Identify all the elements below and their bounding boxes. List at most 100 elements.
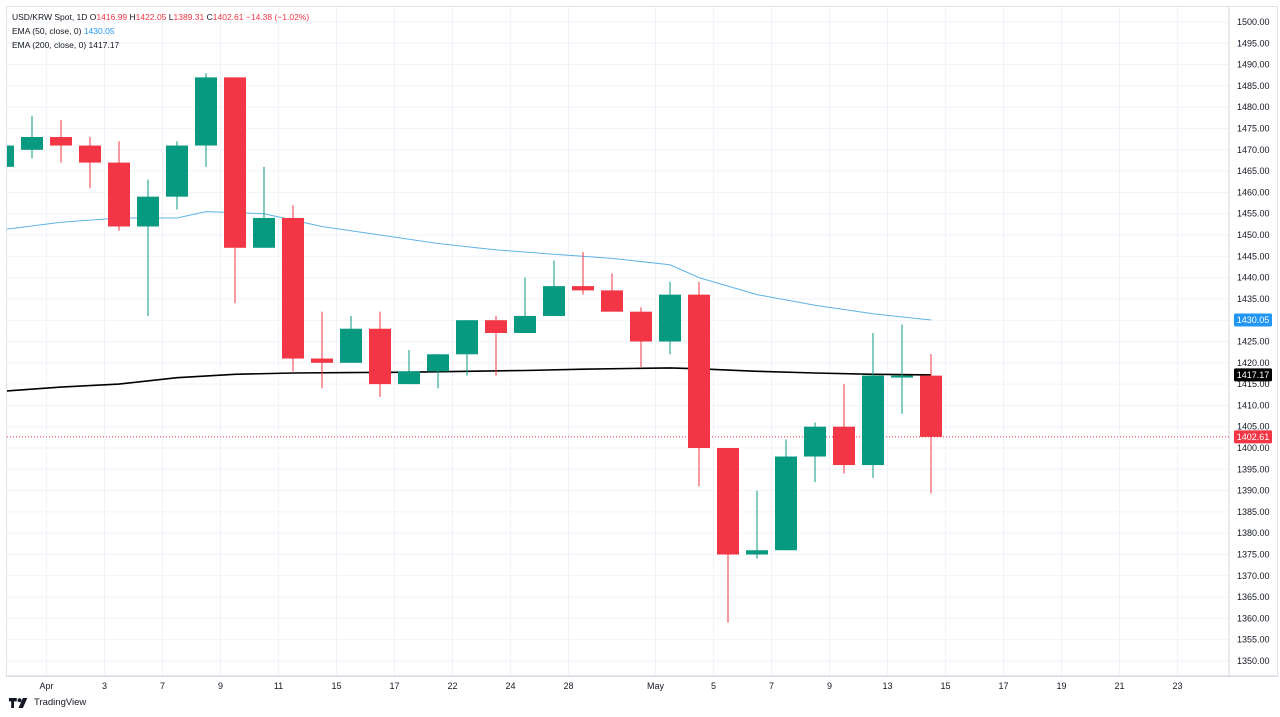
legend-ema200-row[interactable]: EMA (200, close, 0) 1417.17 — [12, 38, 309, 52]
candle[interactable] — [79, 137, 101, 189]
legend-high-label: H — [129, 12, 136, 22]
tradingview-attribution[interactable]: TradingView — [8, 697, 86, 708]
candle-body — [891, 375, 913, 378]
candle-body — [630, 311, 652, 342]
chart-legend: USD/KRW Spot, 1D O1416.99 H1422.05 L1389… — [12, 10, 309, 52]
y-tick-label: 1360.00 — [1237, 613, 1270, 623]
candle-body — [514, 315, 536, 333]
legend-open: 1416.99 — [96, 12, 128, 22]
candle[interactable] — [456, 320, 478, 376]
candle[interactable] — [108, 141, 130, 231]
candle[interactable] — [485, 315, 507, 376]
candle[interactable] — [0, 141, 14, 171]
candle[interactable] — [833, 384, 855, 474]
price-tag-text: 1417.17 — [1237, 370, 1270, 380]
y-tick-label: 1425.00 — [1237, 337, 1270, 347]
candle-body — [253, 217, 275, 248]
ema50-tag: 1430.05 — [1234, 313, 1272, 327]
candle[interactable] — [21, 115, 43, 159]
x-tick-label: 17 — [389, 681, 399, 691]
candle[interactable] — [659, 281, 681, 355]
y-tick-label: 1415.00 — [1237, 379, 1270, 389]
y-tick-label: 1370.00 — [1237, 571, 1270, 581]
candle[interactable] — [746, 490, 768, 559]
candle-body — [775, 456, 797, 551]
candle-body — [688, 294, 710, 448]
y-tick-label: 1445.00 — [1237, 251, 1270, 261]
candle-body — [543, 286, 565, 316]
candle[interactable] — [804, 422, 826, 483]
y-tick-label: 1385.00 — [1237, 507, 1270, 517]
x-tick-label: 17 — [998, 681, 1008, 691]
x-tick-label: 15 — [331, 681, 341, 691]
candle[interactable] — [891, 324, 913, 414]
x-tick-label: 13 — [882, 681, 892, 691]
ema200-line[interactable] — [0, 367, 932, 392]
candle[interactable] — [50, 119, 72, 163]
y-tick-label: 1380.00 — [1237, 528, 1270, 538]
price-tag-text: 1402.61 — [1237, 432, 1270, 442]
candle[interactable] — [166, 141, 188, 210]
candle[interactable] — [862, 332, 884, 478]
y-tick-label: 1350.00 — [1237, 656, 1270, 666]
candle-body — [137, 196, 159, 227]
x-tick-label: 3 — [102, 681, 107, 691]
x-tick-label: 19 — [1056, 681, 1066, 691]
candle[interactable] — [137, 179, 159, 316]
candle[interactable] — [253, 166, 275, 248]
candle-body — [659, 294, 681, 342]
y-tick-label: 1450.00 — [1237, 230, 1270, 240]
x-tick-label: 24 — [505, 681, 515, 691]
candle[interactable] — [369, 311, 391, 397]
legend-open-label: O — [89, 12, 97, 22]
x-tick-label: 9 — [827, 681, 832, 691]
legend-ema50-value: 1430.05 — [83, 26, 115, 36]
y-tick-label: 1485.00 — [1237, 81, 1270, 91]
candle-body — [746, 550, 768, 555]
candle[interactable] — [572, 252, 594, 295]
candle-body — [601, 290, 623, 312]
candle[interactable] — [195, 73, 217, 167]
candle-body — [485, 320, 507, 333]
legend-close-label: C — [206, 12, 213, 22]
legend-high: 1422.05 — [135, 12, 167, 22]
candle-body — [108, 162, 130, 227]
candle-body — [79, 145, 101, 163]
candle[interactable] — [775, 439, 797, 551]
candle[interactable] — [920, 354, 942, 494]
candle[interactable] — [543, 260, 565, 316]
legend-ema50-row[interactable]: EMA (50, close, 0) 1430.05 — [12, 24, 309, 38]
candle-body — [282, 217, 304, 359]
last-price-tag: 1402.61 — [1234, 430, 1272, 444]
candle[interactable] — [224, 77, 246, 304]
candle[interactable] — [601, 273, 623, 312]
candle[interactable] — [688, 281, 710, 487]
candle[interactable] — [427, 354, 449, 389]
candle[interactable] — [282, 205, 304, 372]
candle[interactable] — [630, 307, 652, 368]
candle-body — [456, 320, 478, 355]
candle-body — [7, 145, 14, 167]
y-tick-label: 1455.00 — [1237, 209, 1270, 219]
candle[interactable] — [514, 277, 536, 333]
price-tag-bg — [1234, 368, 1272, 382]
candle[interactable] — [311, 311, 333, 389]
candle-body — [717, 448, 739, 555]
legend-ohlc-row: USD/KRW Spot, 1D O1416.99 H1422.05 L1389… — [12, 10, 309, 24]
candle[interactable] — [398, 350, 420, 385]
y-tick-label: 1480.00 — [1237, 102, 1270, 112]
candle-body — [862, 375, 884, 466]
x-tick-label: May — [647, 681, 665, 691]
candle-body — [311, 358, 333, 363]
candle[interactable] — [340, 315, 362, 363]
legend-ema200-label: EMA (200, close, 0) — [12, 40, 87, 50]
candle[interactable] — [717, 448, 739, 623]
legend-ema200-value: 1417.17 — [88, 40, 120, 50]
ema50-line[interactable] — [0, 211, 932, 321]
legend-close: 1402.61 — [212, 12, 244, 22]
x-tick-label: 11 — [274, 681, 283, 691]
y-tick-label: 1490.00 — [1237, 60, 1270, 70]
x-tick-label: 15 — [940, 681, 950, 691]
y-tick-label: 1420.00 — [1237, 358, 1270, 368]
